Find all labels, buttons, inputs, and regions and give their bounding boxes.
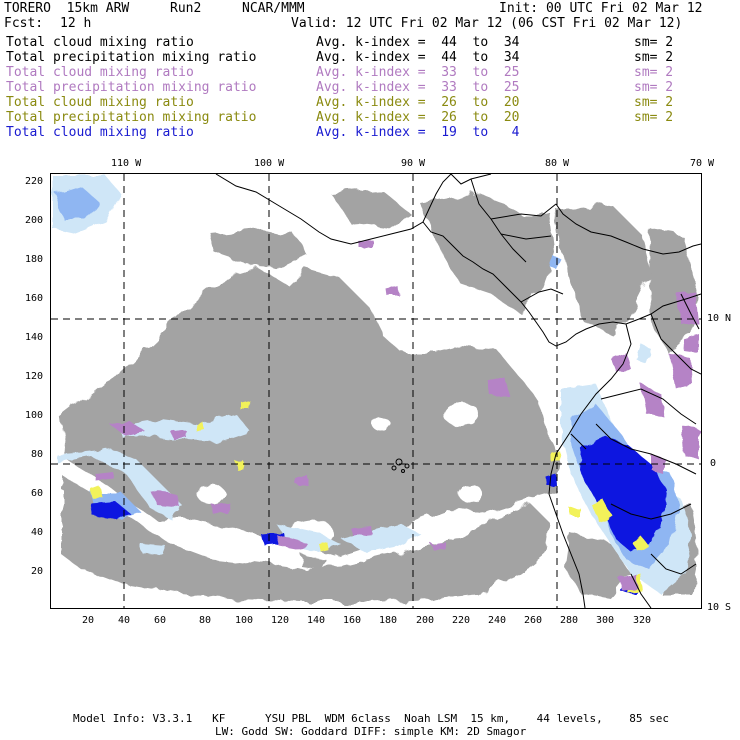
left-axis-label: 160 (25, 293, 44, 304)
run-label: Run2 (170, 1, 202, 16)
galapagos-islands (391, 458, 410, 473)
bottom-axis-label: 280 (560, 615, 579, 626)
model-info: Model Info: V3.3.1 KF YSU PBL WDM 6class… (73, 712, 670, 725)
left-axis-label: 140 (25, 332, 44, 343)
valid-time: Valid: 12 UTC Fri 02 Mar 12 (06 CST Fri … (291, 16, 683, 31)
bottom-axis-label: 20 (82, 615, 95, 626)
top-axis-label: 80 W (545, 158, 570, 169)
legend-variable: Total cloud mixing ratio (6, 65, 194, 80)
model-title: TORERO 15km ARW (4, 1, 130, 16)
bottom-axis-label: 40 (118, 615, 131, 626)
legend-kindex: Avg. k-index = 44 to 34 (316, 50, 520, 65)
right-axis-label: 10 N (707, 313, 732, 324)
init-time: Init: 00 UTC Fri 02 Mar 12 (499, 1, 703, 16)
map-graticule (51, 174, 701, 608)
top-axis-label: 70 W (690, 158, 715, 169)
bottom-axis-label: 140 (307, 615, 326, 626)
right-axis-label: 0 (710, 458, 717, 469)
legend-kindex: Avg. k-index = 44 to 34 (316, 35, 520, 50)
legend-variable: Total precipitation mixing ratio (6, 80, 257, 95)
legend-variable: Total cloud mixing ratio (6, 125, 194, 140)
left-axis-label: 180 (25, 254, 44, 265)
forecast-map (50, 173, 702, 609)
bottom-axis-label: 80 (199, 615, 212, 626)
legend-kindex: Avg. k-index = 26 to 20 (316, 95, 520, 110)
legend-smoothing: sm= 2 (634, 50, 674, 65)
bottom-axis-label: 160 (343, 615, 362, 626)
left-axis-label: 100 (25, 410, 44, 421)
bottom-axis-label: 120 (271, 615, 290, 626)
top-axis-label: 90 W (401, 158, 426, 169)
legend-kindex: Avg. k-index = 33 to 25 (316, 80, 520, 95)
forecast-label: Fcst: (4, 16, 44, 31)
bottom-axis-label: 100 (235, 615, 254, 626)
bottom-axis-label: 300 (596, 615, 615, 626)
bottom-axis-label: 320 (633, 615, 652, 626)
legend-smoothing: sm= 2 (634, 65, 674, 80)
left-axis-label: 220 (25, 176, 44, 187)
legend-kindex: Avg. k-index = 33 to 25 (316, 65, 520, 80)
bottom-axis-label: 220 (452, 615, 471, 626)
legend-smoothing: sm= 2 (634, 80, 674, 95)
coastlines (215, 174, 701, 608)
legend-variable: Total precipitation mixing ratio (6, 110, 257, 125)
legend-smoothing: sm= 2 (634, 35, 674, 50)
map-canvas (51, 174, 701, 608)
legend-variable: Total cloud mixing ratio (6, 35, 194, 50)
forecast-hour: 12 h (60, 16, 92, 31)
legend-smoothing: sm= 2 (634, 95, 674, 110)
bottom-axis-label: 240 (488, 615, 507, 626)
left-axis-label: 120 (25, 371, 44, 382)
top-axis-label: 100 W (254, 158, 285, 169)
org-label: NCAR/MMM (242, 1, 305, 16)
legend-kindex: Avg. k-index = 19 to 4 (316, 125, 520, 140)
left-axis-label: 60 (31, 488, 44, 499)
left-axis-label: 20 (31, 566, 44, 577)
legend-smoothing: sm= 2 (634, 110, 674, 125)
left-axis-label: 200 (25, 215, 44, 226)
bottom-axis-label: 260 (524, 615, 543, 626)
model-physics: LW: Godd SW: Goddard DIFF: simple KM: 2D… (215, 725, 527, 738)
bottom-axis-label: 60 (154, 615, 167, 626)
left-axis-label: 80 (31, 449, 44, 460)
bottom-axis-label: 180 (379, 615, 398, 626)
right-axis-label: 10 S (707, 602, 732, 613)
legend-kindex: Avg. k-index = 26 to 20 (316, 110, 520, 125)
bottom-axis-label: 200 (416, 615, 435, 626)
legend-variable: Total cloud mixing ratio (6, 95, 194, 110)
left-axis-label: 40 (31, 527, 44, 538)
top-axis-label: 110 W (111, 158, 142, 169)
legend-variable: Total precipitation mixing ratio (6, 50, 257, 65)
